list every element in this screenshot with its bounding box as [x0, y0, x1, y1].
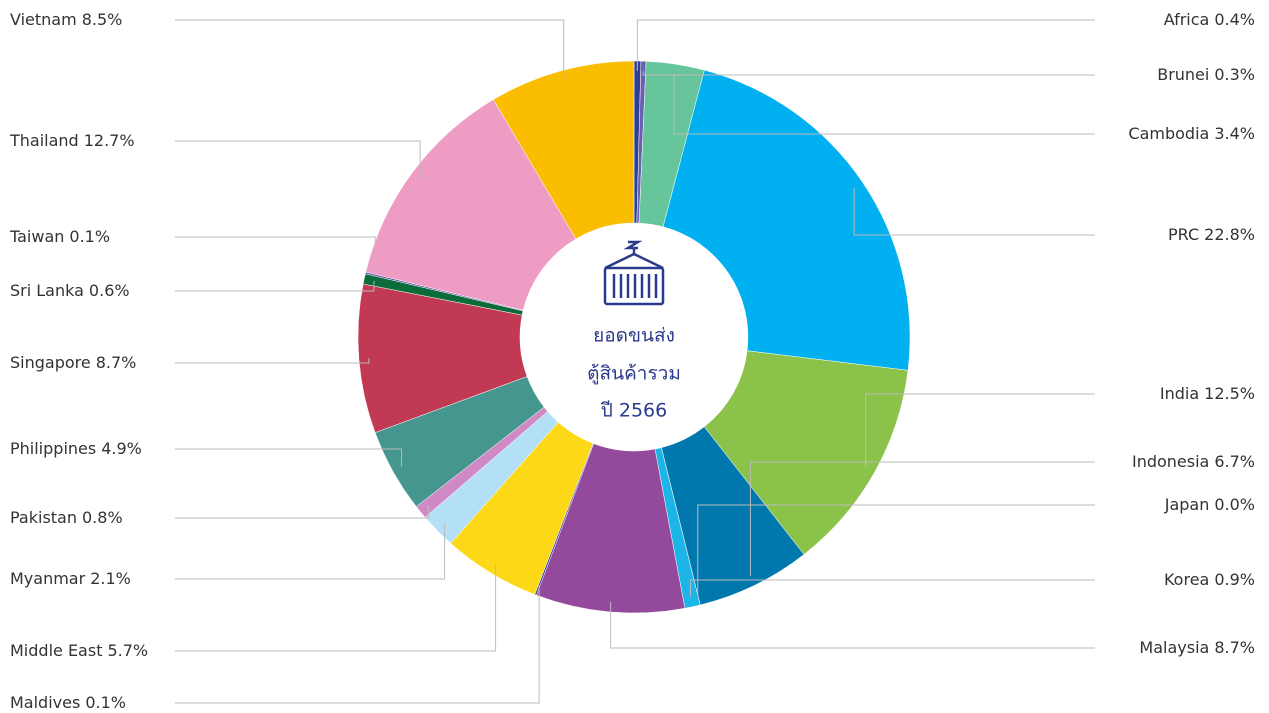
slice-label: Singapore 8.7%: [10, 353, 136, 372]
slice: [703, 350, 909, 555]
label-value: 6.7%: [1214, 452, 1255, 471]
label-value: 0.8%: [82, 508, 123, 527]
icon-ribs: [612, 274, 658, 298]
label-name: Vietnam: [10, 10, 77, 29]
icon-box: [603, 266, 665, 306]
slice-label: Korea 0.9%: [1164, 570, 1255, 589]
label-name: Taiwan: [9, 227, 64, 246]
label-name: Japan: [1164, 495, 1210, 514]
label-value: 0.1%: [69, 227, 110, 246]
slice-label: Africa 0.4%: [1164, 10, 1255, 29]
slice: [662, 69, 911, 371]
slice-label: Brunei 0.3%: [1157, 65, 1255, 84]
label-value: 8.5%: [82, 10, 123, 29]
leader-line: [175, 236, 376, 276]
label-name: Indonesia: [1132, 452, 1209, 471]
label-name: Brunei: [1157, 65, 1209, 84]
label-name: Korea: [1164, 570, 1209, 589]
leader-line: [697, 504, 1095, 596]
leader-line: [175, 280, 375, 292]
slice-label: Philippines 4.9%: [10, 439, 142, 458]
slice-label: Sri Lanka 0.6%: [10, 281, 130, 300]
label-name: Cambodia: [1128, 124, 1209, 143]
slice-label: Middle East 5.7%: [10, 641, 148, 660]
label-name: Myanmar: [10, 569, 86, 588]
label-value: 0.6%: [89, 281, 130, 300]
label-name: Thailand: [9, 131, 79, 150]
center-line: ยอดขนส่ง: [593, 325, 675, 347]
leader-line: [610, 601, 1095, 649]
leader-line: [175, 19, 565, 81]
label-value: 12.5%: [1204, 384, 1255, 403]
label-name: India: [1160, 384, 1199, 403]
center-line: ปี 2566: [600, 400, 667, 422]
label-name: Middle East: [10, 641, 102, 660]
label-value: 2.1%: [90, 569, 131, 588]
leader-line: [689, 579, 1095, 597]
leader-line: [636, 19, 1095, 72]
label-name: PRC: [1168, 225, 1199, 244]
slice-label: Indonesia 6.7%: [1132, 452, 1255, 471]
leader-line: [175, 564, 497, 652]
slice-label: Vietnam 8.5%: [10, 10, 122, 29]
label-value: 8.7%: [1214, 638, 1255, 657]
label-value: 0.9%: [1214, 570, 1255, 589]
slice-label: Maldives 0.1%: [10, 693, 126, 712]
slice-label: Thailand 12.7%: [9, 131, 135, 150]
container-icon: [603, 240, 665, 306]
leader-line: [642, 71, 1095, 76]
leader-line: [175, 448, 403, 467]
label-value: 8.7%: [96, 353, 137, 372]
label-value: 5.7%: [107, 641, 148, 660]
label-value: 12.7%: [84, 131, 135, 150]
leader-line: [865, 393, 1095, 468]
slice-label: Cambodia 3.4%: [1128, 124, 1255, 143]
slice: [365, 99, 577, 311]
slice: [493, 60, 635, 240]
label-name: Maldives: [10, 693, 80, 712]
label-value: 0.3%: [1214, 65, 1255, 84]
leader-line: [175, 140, 421, 179]
slice-label: India 12.5%: [1160, 384, 1255, 403]
label-value: 0.4%: [1214, 10, 1255, 29]
leader-line: [175, 358, 370, 364]
slices: [357, 60, 911, 614]
leader-line: [175, 505, 429, 519]
label-name: Pakistan: [10, 508, 77, 527]
slice-label: Myanmar 2.1%: [10, 569, 131, 588]
label-value: 3.4%: [1214, 124, 1255, 143]
leader-line: [853, 187, 1095, 236]
slice-label: Malaysia 8.7%: [1139, 638, 1255, 657]
label-value: 4.9%: [101, 439, 142, 458]
icon-hook: [604, 240, 664, 270]
label-name: Malaysia: [1139, 638, 1209, 657]
label-value: 0.1%: [85, 693, 126, 712]
slice-label: Pakistan 0.8%: [10, 508, 123, 527]
label-name: Philippines: [10, 439, 96, 458]
slice-label: PRC 22.8%: [1168, 225, 1255, 244]
leader-line: [175, 523, 446, 580]
slice-label: Taiwan 0.1%: [9, 227, 110, 246]
label-value: 22.8%: [1204, 225, 1255, 244]
leader-line: [175, 585, 540, 704]
leader-line: [749, 461, 1095, 577]
slice-label: Japan 0.0%: [1164, 495, 1255, 514]
label-name: Africa: [1164, 10, 1210, 29]
label-value: 0.0%: [1214, 495, 1255, 514]
label-name: Singapore: [10, 353, 91, 372]
leader-line: [673, 74, 1095, 135]
label-name: Sri Lanka: [10, 281, 84, 300]
center-line: ตู้สินค้ารวม: [587, 363, 681, 385]
